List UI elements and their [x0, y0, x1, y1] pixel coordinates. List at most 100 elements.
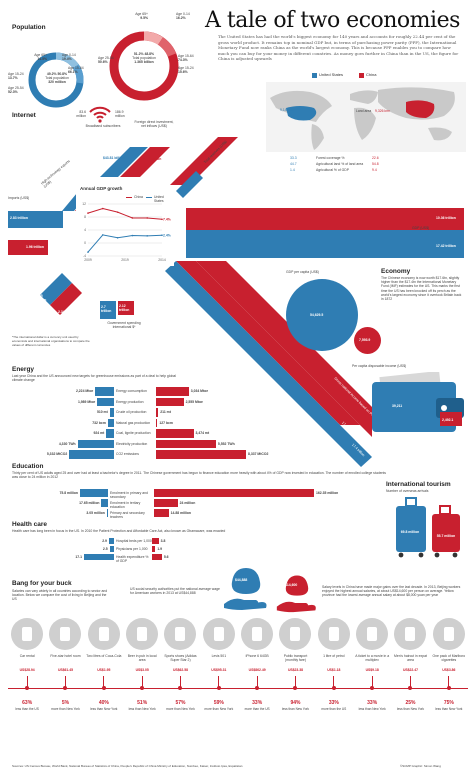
- energy-us-bar: [109, 408, 114, 417]
- item-price: US$95.31: [211, 668, 227, 672]
- item-stem: [256, 676, 258, 688]
- cost-item: 1 litre of petrol US$1.18 33% more than the…: [315, 618, 353, 758]
- y-tick-label: 12: [82, 202, 86, 206]
- health-intro: Health care has long been in focus in th…: [12, 529, 226, 533]
- china-population-donut: [109, 31, 179, 101]
- wallet-icon: [372, 372, 464, 432]
- gdp-per-capita-us-circle: [286, 279, 358, 351]
- education-cn-bar: [154, 489, 314, 497]
- item-price: US$3.86: [442, 668, 456, 672]
- item-pct: 25%: [405, 700, 416, 706]
- geo-row: 1.4 Agricultural % of GDP 9.4: [290, 168, 377, 172]
- item-price: US$61.45: [57, 668, 74, 672]
- china-age014-label: Age 0-14 16.2%: [176, 12, 190, 21]
- item-icon: [443, 627, 454, 641]
- item-stem: [218, 676, 220, 688]
- energy-cn-value: 5,552 TWh: [217, 441, 235, 446]
- ppp-us-band: [165, 261, 372, 467]
- health-us-bar: [108, 538, 114, 544]
- exports-cn-value: 2.34 trillion: [58, 310, 69, 319]
- cost-item: A ticket to a movie in a multiplex US$9.1…: [353, 618, 391, 758]
- population-title: Population: [12, 24, 46, 31]
- item-pct: 40%: [98, 700, 109, 706]
- economy-ribbons: [8, 137, 464, 467]
- china-donut-segment-65: [143, 31, 163, 45]
- education-cn-bar: [154, 509, 169, 517]
- us-age65-label: Age 65+ 14.5%: [34, 53, 47, 62]
- energy-cn-bar: [156, 418, 158, 427]
- tourism-title: International tourism: [386, 481, 451, 488]
- item-stem: [141, 676, 143, 688]
- china-wage-text: Salary levels in China have made major g…: [322, 585, 461, 598]
- energy-us-value: 1,989 Mtoe: [77, 399, 96, 404]
- us-age014-label: Age 0-14 19.4%: [62, 53, 76, 62]
- gdp-us-band: [186, 230, 464, 258]
- item-price: US$862.49: [248, 668, 266, 672]
- education-us-value: 75.8 million: [59, 490, 78, 495]
- item-pct: 59%: [213, 700, 224, 706]
- china-money-hand-icon: [276, 575, 316, 613]
- us-land-area: 9,147 km²: [280, 108, 296, 112]
- item-price: US$62.58: [172, 668, 189, 672]
- energy-us-value: 732 bcm: [92, 420, 106, 425]
- legend-us-swatch: [312, 73, 317, 78]
- health-cn-value: 3.8: [160, 538, 166, 543]
- reserves-cn-band: [170, 137, 238, 185]
- item-icon: [252, 627, 263, 641]
- energy-us-value: 4,330 TWh: [58, 441, 76, 446]
- item-pct: 75%: [443, 700, 454, 706]
- internet-caption: Broadband subscribers: [85, 124, 121, 128]
- item-icon: [213, 627, 224, 641]
- item-stem: [103, 676, 105, 688]
- energy-row-label: CO2 emissions: [116, 452, 139, 457]
- health-us-value: 17.1: [75, 554, 82, 559]
- item-pct: 57%: [175, 700, 186, 706]
- education-row: 17.65 million Enrolment in tertiary educa…: [8, 498, 368, 509]
- energy-row: 1,989 Mtoe Energy production 2,555 Mtoe: [8, 397, 258, 408]
- imports-us-value: 2.83 trillion: [10, 216, 28, 220]
- us-population-center: 49.2% 50.8% Total population 320 million: [45, 72, 69, 85]
- item-note: less than New York: [358, 707, 386, 711]
- item-icon: [60, 627, 71, 641]
- us-wage-value: $44,888: [235, 578, 248, 582]
- us-population-donut: [28, 52, 84, 108]
- series-end-label: 7.4%: [163, 217, 171, 221]
- item-name: 1 litre of petrol: [323, 654, 345, 658]
- data-point: [161, 218, 163, 221]
- health-us-bar: [84, 554, 114, 560]
- energy-us-bar: [69, 450, 114, 459]
- credit: ©SCMP Graphic: Simon Wang: [400, 764, 441, 768]
- imports-label: Imports (US$): [8, 196, 30, 200]
- energy-row: 924 mt Coal, lignite production 3,474 mt: [8, 428, 258, 439]
- gdp-label: GDP (US$): [412, 226, 430, 230]
- education-us-value: 3.05 million: [86, 510, 105, 515]
- africa-land: [354, 107, 376, 140]
- us-age2554-label: Age 25-54 52.3%: [8, 86, 24, 95]
- x-tick-label: 2019: [121, 258, 129, 262]
- series-end-label: 2.4%: [163, 233, 171, 237]
- data-point: [131, 217, 134, 219]
- education-us-bar: [79, 489, 108, 497]
- education-row-label: Primary and secondary teachers: [110, 510, 145, 519]
- y-tick-label: -4: [83, 254, 86, 258]
- exports-us-band: [40, 273, 72, 305]
- health-row: 2.9 Hospital beds per 1,000 3.8: [8, 537, 258, 545]
- gdp-cn-value: 10.36 trillion: [436, 216, 456, 220]
- ppp-cn-band-2: [196, 261, 372, 437]
- energy-row-label: Coal, lignite production: [116, 431, 151, 436]
- gov-spending-label: Government spending International $*: [107, 321, 141, 330]
- china-age2554-label: Age 25-54 50.6%: [98, 56, 114, 65]
- imports-cn-bar: [8, 240, 48, 255]
- education-us-bar: [106, 509, 108, 517]
- cost-item: Sports shoes (Adidas Super Star 2) US$62.…: [161, 618, 199, 758]
- energy-cn-value: 2,555 Mtoe: [185, 399, 203, 404]
- disposable-income-label: Per capita disposable income (US$): [352, 364, 407, 368]
- imports-cn-value: 1.96 trillion: [26, 245, 44, 249]
- health-row-label: Health expenditure % of GDP: [116, 554, 149, 563]
- x-tick-label: 2009: [84, 258, 92, 262]
- education-row-label: Enrolment in primary and secondary: [110, 490, 148, 499]
- item-name: Two litres of Coca-Cola: [86, 654, 122, 658]
- disposable-us-value: 39,211: [392, 404, 403, 408]
- item-price: US$22.47: [402, 668, 419, 672]
